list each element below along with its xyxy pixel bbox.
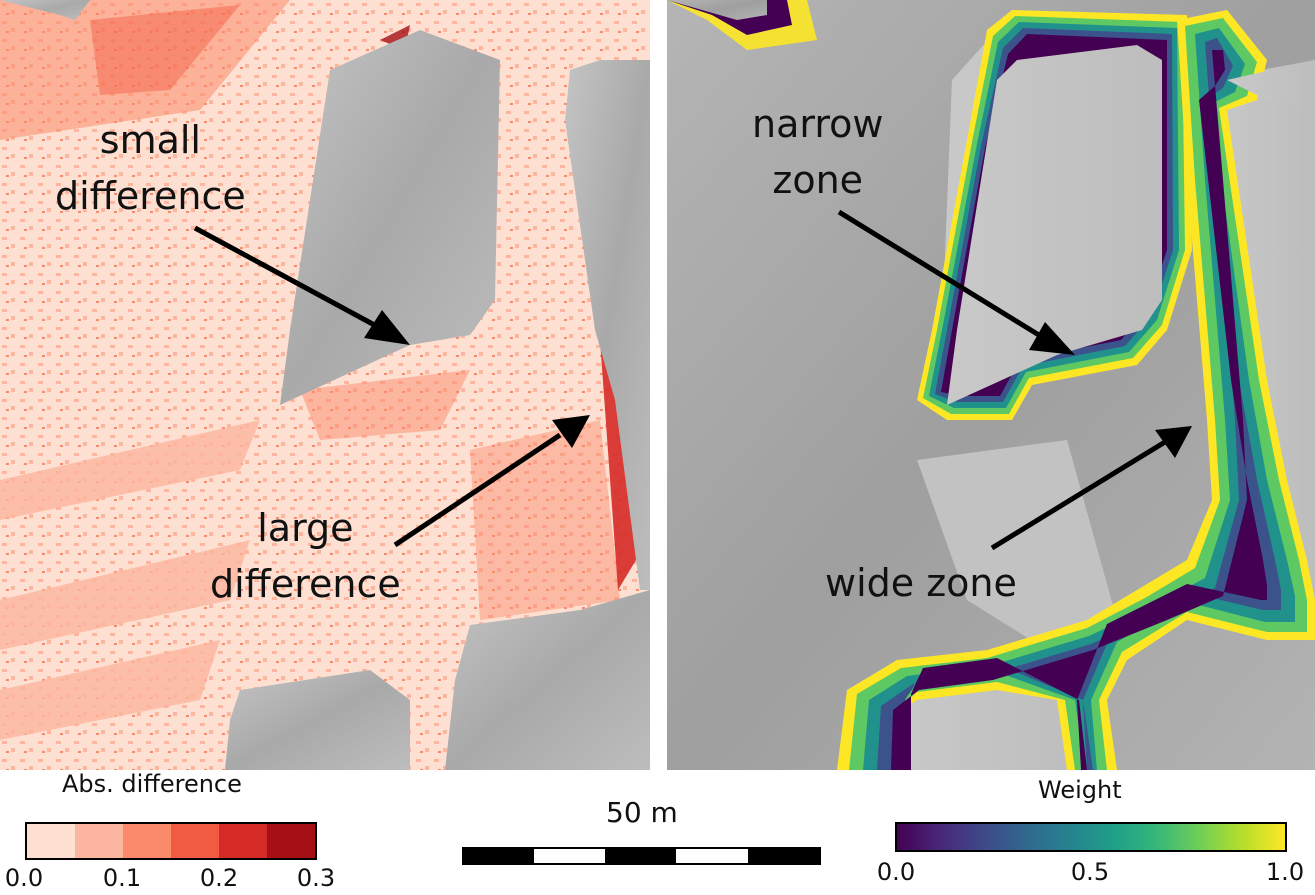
hillshade-block (887, 680, 1087, 770)
difference-patch (0, 540, 250, 650)
annotation-narrow-zone: narrow zone (752, 96, 883, 208)
arrow-narrow-zone (837, 209, 1049, 343)
arrowhead-icon (364, 310, 410, 345)
arrowhead-icon (552, 415, 590, 448)
arrow-wide-zone (990, 439, 1167, 551)
hillshade-block (280, 30, 500, 405)
difference-patch (0, 420, 260, 520)
hillshade-block (1227, 60, 1315, 110)
weight-zone-narrow (917, 10, 1192, 420)
legend-weight-title: Weight (1038, 776, 1122, 804)
legend-weight-tick: 1.0 (1265, 858, 1305, 886)
difference-map (0, 0, 650, 770)
annotation-line: zone (772, 158, 864, 202)
legend-difference-tick: 0.0 (4, 864, 44, 892)
hillshade-block (917, 440, 1117, 650)
difference-patch (0, 0, 290, 140)
legend-weight-tick: 0.0 (876, 858, 916, 886)
legend-difference-swatch (219, 824, 267, 858)
hillshade-block (667, 0, 767, 20)
hillshade-block (225, 670, 410, 770)
difference-edge (600, 340, 636, 590)
legend-difference-tick: 0.1 (102, 864, 142, 892)
difference-patch (0, 640, 220, 740)
arrowhead-icon (1029, 322, 1075, 355)
legend-difference-swatch (123, 824, 171, 858)
hillshade-block (0, 0, 90, 20)
legend-difference-tick: 0.3 (296, 864, 336, 892)
legend-difference-swatch (267, 824, 315, 858)
annotation-line: small (99, 118, 201, 162)
legend-weight-tick: 0.5 (1070, 858, 1110, 886)
scalebar (462, 847, 821, 865)
weight-zone-wide (837, 10, 1315, 770)
hillshade-block (565, 60, 650, 590)
legend-difference-swatch (171, 824, 219, 858)
scalebar-label: 50 m (606, 796, 678, 829)
difference-map-panel: small difference large difference (0, 0, 650, 770)
legend-difference-colorbar (25, 822, 317, 860)
weight-map-panel: narrow zone wide zone (667, 0, 1315, 770)
legend-weight-colorbar (895, 822, 1287, 852)
legend-difference-swatch (27, 824, 75, 858)
legend-difference-title: Abs. difference (62, 770, 242, 798)
weight-map (667, 0, 1315, 770)
difference-patch (90, 5, 240, 95)
annotation-line: difference (210, 562, 401, 606)
difference-patch (470, 420, 620, 620)
arrow-small-difference (193, 225, 382, 331)
difference-patch (300, 370, 470, 440)
annotation-wide-zone: wide zone (825, 561, 1017, 605)
annotation-small-difference: small difference (55, 112, 246, 224)
annotation-line: difference (55, 174, 246, 218)
annotation-large-difference: large difference (210, 500, 401, 612)
hillshade-block (445, 590, 650, 770)
legend-difference-tick: 0.2 (199, 864, 239, 892)
legend-difference-swatch (75, 824, 123, 858)
arrowhead-icon (1155, 426, 1192, 458)
arrow-large-difference (393, 432, 562, 548)
annotation-line: large (257, 506, 354, 550)
annotation-line: narrow (752, 102, 884, 146)
